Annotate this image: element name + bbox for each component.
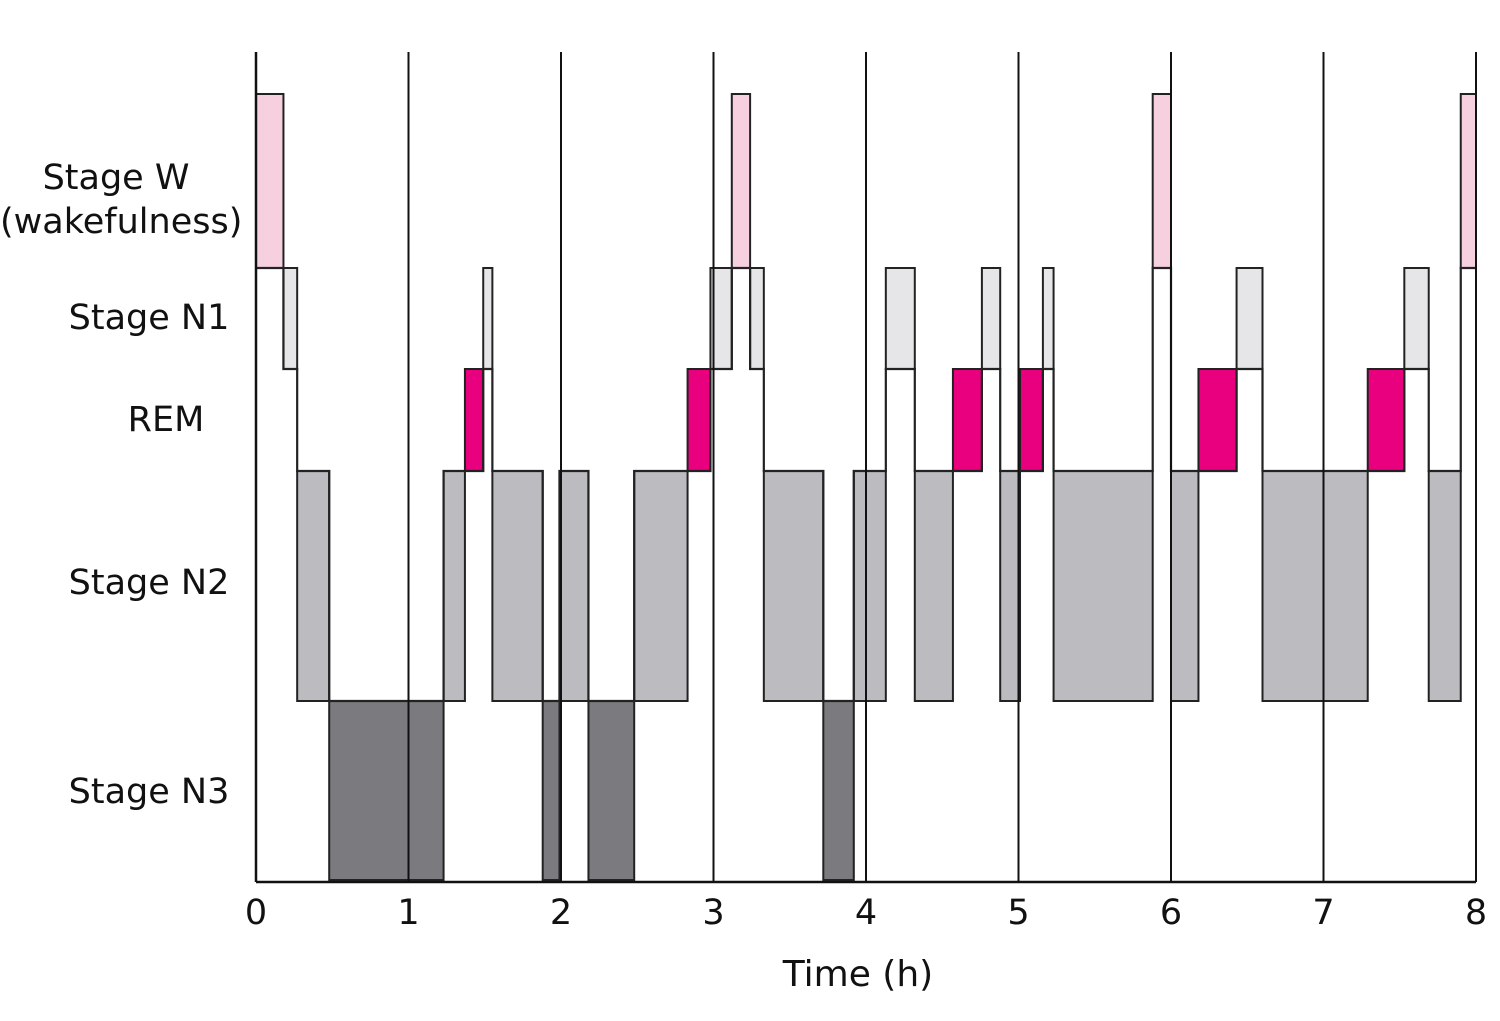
segment-w [1459, 93, 1477, 269]
segment-n2 [852, 470, 887, 702]
stage-label-line: Stage W [42, 158, 190, 198]
x-tick-label: 0 [245, 893, 267, 933]
transitions-layer [256, 266, 1476, 703]
segment-rem [1019, 368, 1044, 472]
x-tick-label: 2 [550, 893, 572, 933]
segment-n3 [328, 700, 445, 881]
stage-label-line: Stage N2 [68, 563, 230, 603]
segment-n2 [762, 470, 825, 702]
stage-transition-line [256, 266, 1476, 703]
segment-n1 [980, 267, 1002, 370]
segment-n2 [913, 470, 954, 702]
stage-label-line: Stage N1 [68, 298, 230, 338]
segment-w [730, 93, 752, 269]
stage-label-line: REM [127, 400, 205, 440]
segment-n2 [558, 470, 590, 702]
segment-rem [463, 368, 485, 472]
segments-layer [255, 93, 1477, 881]
x-tick-label: 3 [702, 893, 724, 933]
segment-n2 [1427, 470, 1462, 702]
segment-n1 [1041, 267, 1055, 370]
segment-w [1151, 93, 1172, 269]
stage-label-line: (wakefulness) [0, 202, 243, 242]
stage-label-n1: Stage N1 [40, 296, 258, 340]
x-axis-title: Time (h) [782, 954, 933, 995]
segment-n1 [884, 267, 916, 370]
stage-label-n2: Stage N2 [40, 561, 258, 605]
x-tick-label: 7 [1312, 893, 1334, 933]
stage-label-w: Stage W (wakefulness) [0, 156, 243, 244]
x-axis: 0 1 2 3 4 5 6 7 8 [245, 880, 1487, 933]
segment-n2 [999, 470, 1022, 702]
segment-rem [951, 368, 983, 472]
stage-label-line: Stage N3 [68, 772, 230, 812]
x-tick-label: 8 [1465, 893, 1487, 933]
segment-n2 [633, 470, 689, 702]
segment-n3 [587, 700, 636, 881]
segment-n2 [491, 470, 544, 702]
segment-rem [686, 368, 712, 472]
segment-n1 [749, 267, 765, 370]
x-tick-label: 4 [855, 893, 877, 933]
x-tick-label: 6 [1160, 893, 1182, 933]
segment-n2 [296, 470, 331, 702]
x-tick-label: 5 [1007, 893, 1029, 933]
segment-n2 [1261, 470, 1369, 702]
stage-label-n3: Stage N3 [40, 770, 258, 814]
segment-n1 [1235, 267, 1264, 370]
segment-rem [1197, 368, 1238, 472]
segment-n2 [442, 470, 466, 702]
segment-n1 [482, 267, 494, 370]
segment-rem [1366, 368, 1406, 472]
segment-n3 [822, 700, 855, 881]
segment-n1 [282, 267, 299, 370]
segment-n1 [1403, 267, 1430, 370]
segment-w [255, 93, 285, 269]
stage-label-rem: REM [60, 398, 272, 442]
segment-n3 [541, 700, 561, 881]
segment-n2 [1052, 470, 1154, 702]
gridlines-layer [254, 52, 1477, 882]
segment-n2 [1170, 470, 1200, 702]
x-tick-label: 1 [397, 893, 419, 933]
